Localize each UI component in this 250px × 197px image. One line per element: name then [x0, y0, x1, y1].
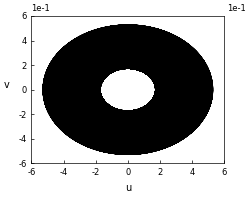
Text: 1e-1: 1e-1 — [227, 4, 246, 13]
Y-axis label: v: v — [4, 80, 10, 90]
X-axis label: u: u — [125, 183, 131, 193]
Text: 1e-1: 1e-1 — [32, 4, 50, 13]
